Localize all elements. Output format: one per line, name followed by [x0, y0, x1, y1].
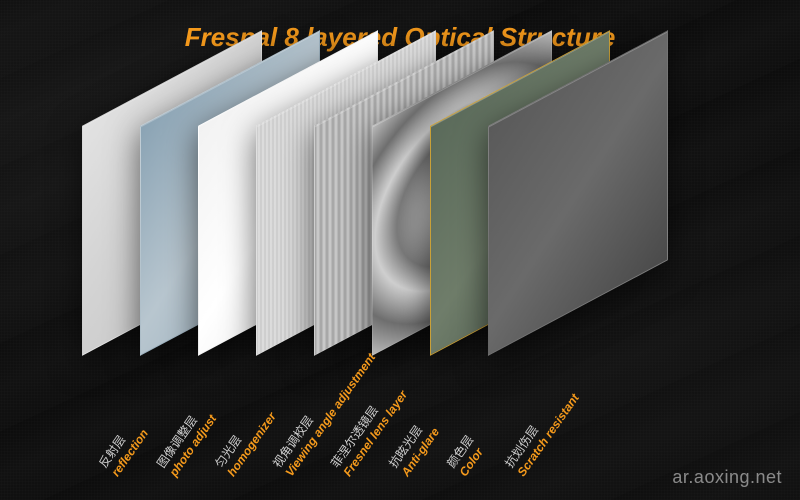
layer-label-2: 匀光层homogenizer	[211, 400, 279, 479]
watermark: ar.aoxing.net	[672, 467, 782, 488]
layer-label-6: 颜色层Color	[443, 432, 489, 479]
layer-label-0: 反射层reflection	[95, 417, 151, 479]
layer-label-5: 抗眩光层Anti-glare	[385, 415, 443, 479]
layer-label-7: 抗划伤层Scratch resistant	[501, 381, 582, 479]
labels-container: 反射层reflection图像调整层photo adjust匀光层homogen…	[0, 0, 800, 500]
layer-label-1: 图像调整层photo adjust	[153, 402, 220, 479]
